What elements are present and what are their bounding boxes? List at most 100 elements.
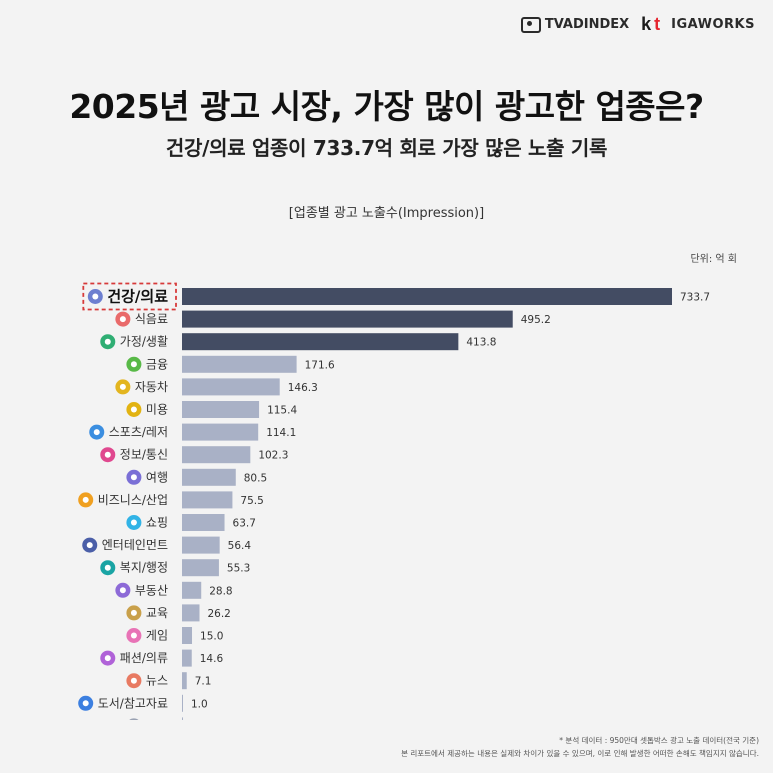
home-appliance-icon — [100, 334, 116, 350]
category-label-5: 미용 — [146, 403, 168, 417]
lipstick-icon-glyph — [130, 406, 137, 413]
medical-cross-icon-glyph — [92, 293, 99, 300]
category-label-13: 부동산 — [135, 583, 168, 597]
fork-knife-icon-glyph — [119, 316, 126, 323]
value-label-18: 1.0 — [191, 698, 208, 710]
value-label-8: 80.5 — [244, 472, 267, 484]
bar-17 — [182, 672, 187, 690]
category-label-9: 비즈니스/산업 — [98, 493, 168, 507]
home-appliance-icon-glyph — [104, 338, 111, 345]
value-label-11: 56.4 — [228, 540, 252, 552]
tv-ad-index-text: TVADINDEX — [544, 17, 630, 32]
bar-2 — [182, 333, 459, 351]
kt-logo-k: k — [641, 14, 651, 34]
people-icon-glyph — [104, 564, 111, 571]
value-label-2: 413.8 — [466, 337, 496, 349]
medical-cross-icon — [87, 289, 103, 304]
bar-9 — [182, 491, 233, 509]
category-label-4: 자동차 — [135, 380, 168, 394]
value-label-12: 55.3 — [227, 563, 250, 575]
tv-ad-index-logo: TVADINDEX — [520, 16, 630, 33]
bar-14 — [182, 604, 200, 622]
value-label-14: 26.2 — [207, 608, 230, 620]
dumbbell-icon — [89, 424, 105, 440]
graduation-cap-icon — [126, 605, 142, 621]
unit-label: 단위: 억 회 — [690, 254, 737, 265]
bar-6 — [182, 423, 259, 441]
value-label-10: 63.7 — [233, 518, 256, 530]
value-label-15: 15.0 — [200, 631, 223, 643]
value-label-7: 102.3 — [258, 450, 288, 462]
category-label-14: 교육 — [146, 606, 168, 620]
car-icon — [115, 379, 131, 395]
rocket-icon — [126, 673, 142, 689]
book-icon — [78, 695, 94, 711]
gamepad-icon-glyph — [130, 632, 137, 639]
fork-knife-icon — [115, 311, 131, 327]
bar-5 — [182, 401, 260, 418]
bar-16 — [182, 649, 192, 667]
bar-18 — [182, 694, 183, 712]
value-label-6: 114.1 — [266, 427, 296, 439]
coin-icon-glyph — [130, 361, 137, 368]
category-label-7: 정보/통신 — [120, 448, 168, 462]
briefcase-icon-glyph — [82, 496, 89, 503]
bar-11 — [182, 536, 220, 554]
bar-7 — [182, 446, 251, 464]
bar-10 — [182, 514, 225, 531]
igaworks-logo: IGAWORKS — [671, 17, 755, 32]
page-subtitle: 건강/의료 업종이 733.7억 회로 가장 많은 노출 기록 — [165, 136, 608, 160]
briefcase-icon — [78, 492, 94, 508]
value-label-1: 495.2 — [521, 314, 551, 326]
category-label-11: 엔터테인먼트 — [102, 538, 168, 552]
bar-4 — [182, 378, 280, 396]
chart-title: [업종별 광고 노출수(Impression)] — [288, 206, 485, 221]
clapperboard-icon — [82, 537, 98, 553]
shopping-cart-icon-glyph — [130, 519, 137, 526]
house-icon-glyph — [119, 587, 126, 594]
category-label-16: 패션/의류 — [120, 651, 168, 665]
graduation-cap-icon-glyph — [130, 609, 137, 616]
bar-1 — [182, 310, 513, 328]
clapperboard-icon-glyph — [86, 542, 93, 549]
bar-3 — [182, 355, 297, 373]
category-label-17: 뉴스 — [146, 674, 168, 688]
phone-icon — [100, 447, 116, 463]
value-label-13: 28.8 — [209, 585, 232, 597]
footnote-data-source: * 분석 데이터 : 950만대 셋톱박스 광고 노출 데이터(전국 기준) — [559, 736, 759, 745]
category-label-0: 건강/의료 — [107, 288, 168, 306]
airplane-icon — [126, 469, 142, 485]
category-label-3: 금융 — [146, 357, 168, 371]
house-icon — [115, 582, 131, 598]
airplane-icon-glyph — [130, 474, 137, 481]
bar-13 — [182, 581, 202, 599]
category-label-15: 게임 — [146, 629, 168, 643]
shirt-icon-glyph — [104, 655, 111, 662]
category-label-18: 도서/참고자료 — [98, 696, 168, 710]
etc-box-icon — [129, 718, 139, 720]
category-label-8: 여행 — [146, 469, 168, 484]
tv-icon — [520, 16, 541, 33]
value-label-0: 733.7 — [680, 292, 710, 304]
value-label-5: 115.4 — [267, 405, 297, 417]
lipstick-icon — [126, 402, 142, 417]
dumbbell-icon-glyph — [93, 429, 100, 436]
shopping-cart-icon — [126, 515, 142, 530]
value-label-3: 171.6 — [305, 359, 335, 371]
footnote-disclaimer: 본 리포트에서 제공하는 내용은 실제와 차이가 있을 수 있으며, 이로 인해… — [401, 749, 759, 758]
category-label-19: 기타 — [146, 719, 168, 720]
highlight-box — [82, 282, 177, 311]
page-title: 2025년 광고 시장, 가장 많이 광고한 업종은? — [69, 87, 704, 126]
value-label-4: 146.3 — [288, 382, 318, 394]
category-label-10: 쇼핑 — [146, 516, 168, 530]
bar-chart: 733.7 건강/의료 495.2 식음료 413.8 가정/생활 171.6 금융 146.3… — [78, 282, 710, 720]
etc-box-icon-badge — [129, 718, 139, 720]
category-label-2: 가정/생활 — [120, 335, 168, 349]
category-label-12: 복지/행정 — [120, 560, 168, 575]
bar-15 — [182, 627, 193, 644]
bar-19 — [182, 717, 183, 720]
gamepad-icon — [126, 628, 142, 643]
category-label-1: 식음료 — [135, 312, 168, 326]
value-label-17: 7.1 — [195, 676, 212, 688]
